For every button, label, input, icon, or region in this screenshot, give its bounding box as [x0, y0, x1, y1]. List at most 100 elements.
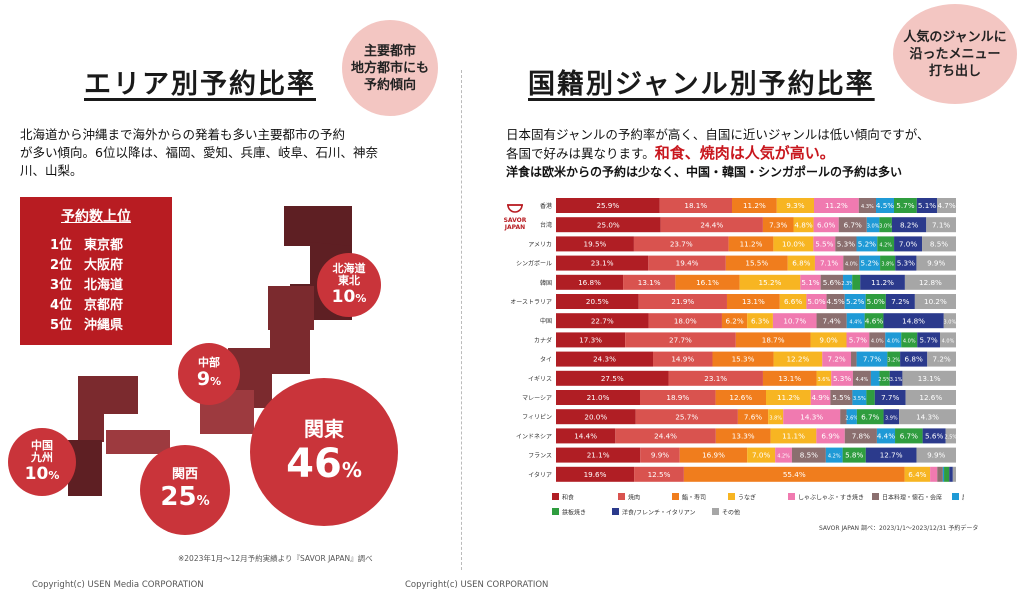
percent-unit: % — [210, 375, 222, 389]
rank-number: 3位 — [50, 278, 73, 293]
bar-value-label: 7.2% — [828, 355, 846, 364]
bar-segment — [556, 198, 660, 213]
bar-value-label: 17.3% — [579, 336, 602, 345]
category-label: カナダ — [534, 336, 552, 344]
bar-segment — [895, 428, 923, 444]
bar-value-label: 5.5% — [832, 393, 850, 402]
bar-segment — [810, 390, 831, 405]
category-label: イタリア — [528, 471, 552, 479]
bar-value-label: 18.7% — [762, 336, 785, 345]
left-note: ※2023年1月～12月予約実績より『SAVOR JAPAN』調べ — [178, 554, 373, 563]
bar-value-label: 6.0% — [817, 220, 835, 229]
callout-line: 予約傾向 — [363, 77, 416, 93]
bar-value-label: 12.6% — [729, 393, 752, 402]
bar-value-label: 6.7% — [861, 412, 879, 421]
left-copyright: Copyright(c) USEN Media CORPORATION — [32, 580, 204, 590]
bar-segment — [556, 428, 616, 444]
bar-value-label: 10.7% — [783, 316, 806, 325]
bar-segment — [865, 294, 886, 309]
bar-value-label: 12.5% — [648, 470, 671, 479]
bar-value-label: 18.9% — [666, 393, 689, 402]
bar-segment — [926, 217, 956, 233]
bar-segment — [813, 217, 839, 233]
ranking-box: 予約数上位 1位 東京都 2位 大阪府 3位 北海道 4位 京都府 5位 沖縄県 — [20, 197, 172, 345]
category-label: インドネシア — [516, 433, 552, 440]
bar-segment — [653, 351, 713, 367]
region-name: 関東 — [304, 416, 344, 441]
category-label: マレーシア — [522, 395, 552, 402]
bar-segment — [726, 294, 780, 309]
bar-value-label: 4.5% — [876, 201, 894, 210]
region-name: 東北 — [338, 274, 360, 288]
bar-segment — [634, 466, 684, 482]
bar-segment — [556, 466, 635, 482]
category-label: 香港 — [540, 202, 552, 210]
bar-segment — [894, 198, 917, 213]
map-tohoku-south — [270, 324, 310, 374]
bar-value-label: 3.6% — [818, 377, 831, 383]
bar-segment — [889, 370, 903, 386]
bar-value-label: 5.3% — [897, 259, 915, 268]
bar-segment — [856, 409, 884, 425]
bar-segment — [930, 466, 938, 482]
bar-value-label: 11.2% — [871, 278, 894, 287]
bar-segment — [556, 447, 641, 463]
bar-segment — [556, 217, 661, 233]
bar-value-label: 23.1% — [704, 374, 727, 383]
bar-segment — [668, 370, 763, 386]
bar-segment — [940, 332, 956, 348]
bar-value-label: 12.6% — [919, 393, 942, 402]
right-callout: 人気のジャンルに 沿ったメニュー 打ち出し — [893, 4, 1017, 104]
bar-segment — [787, 255, 815, 271]
region-bubble-kanto: 関東 46% — [250, 378, 398, 526]
callout-line: 主要都市 — [363, 43, 416, 59]
bar-value-label: 3.8% — [881, 262, 894, 268]
bar-value-label: 19.6% — [584, 470, 607, 479]
bar-value-label: 22.7% — [591, 316, 614, 325]
bar-value-label: 12.2% — [786, 355, 809, 364]
bar-segment — [846, 409, 857, 425]
bar-value-label: 6.7% — [844, 220, 862, 229]
bar-segment — [900, 351, 928, 367]
bar-segment — [885, 332, 902, 348]
legend-label: しゃぶしゃぶ・すき焼き — [798, 494, 864, 502]
bar-value-label: 4.3% — [861, 204, 874, 210]
bar-value-label: 3.0% — [944, 319, 957, 325]
bar-segment — [942, 466, 945, 482]
bar-segment — [858, 198, 876, 213]
bar-segment — [922, 428, 946, 444]
bar-segment — [917, 332, 941, 348]
bar-value-label: 6.6% — [784, 297, 802, 306]
bar-segment — [879, 217, 892, 233]
bar-segment — [800, 274, 821, 290]
bar-value-label: 9.9% — [927, 451, 945, 460]
bar-value-label: 4.2% — [777, 454, 790, 460]
legend-label: 和食 — [562, 494, 574, 502]
bar-value-label: 21.9% — [671, 297, 694, 306]
bar-segment — [556, 351, 654, 367]
bar-segment — [793, 217, 814, 233]
region-percent: 46 — [286, 440, 342, 487]
legend-swatch — [712, 508, 719, 515]
bar-value-label: 7.7% — [863, 355, 881, 364]
bar-segment — [640, 390, 716, 405]
bar-segment — [826, 294, 845, 309]
legend-swatch — [612, 508, 619, 515]
bar-value-label: 27.5% — [601, 374, 624, 383]
bar-segment — [556, 236, 634, 252]
bar-segment — [866, 217, 880, 233]
rank-number: 4位 — [50, 298, 73, 313]
ranking-title: 予約数上位 — [61, 209, 131, 225]
bar-value-label: 7.6% — [744, 412, 762, 421]
legend-swatch — [952, 493, 959, 500]
bar-segment — [943, 313, 956, 329]
region-name: 関西 — [171, 466, 198, 482]
bar-value-label: 4.0% — [871, 339, 884, 345]
bar-value-label: 2.5% — [944, 435, 957, 441]
bar-value-label: 8.5% — [800, 451, 818, 460]
bar-segment — [852, 370, 871, 386]
bar-value-label: 7.7% — [881, 393, 899, 402]
bar-segment — [869, 332, 886, 348]
bar-segment — [876, 428, 896, 444]
legend-swatch — [672, 493, 679, 500]
